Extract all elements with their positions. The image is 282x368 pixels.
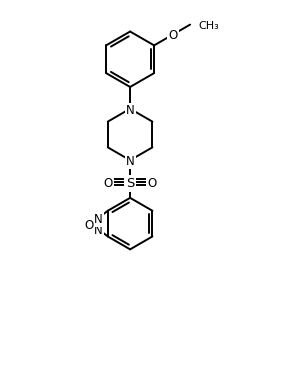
Text: N: N	[94, 224, 103, 237]
Text: N: N	[94, 213, 103, 226]
Text: O: O	[104, 177, 113, 190]
Text: O: O	[85, 219, 94, 231]
Text: CH₃: CH₃	[198, 21, 219, 31]
Text: O: O	[147, 177, 157, 190]
Text: N: N	[126, 104, 135, 117]
Text: O: O	[168, 29, 178, 42]
Text: S: S	[126, 177, 134, 190]
Text: N: N	[126, 155, 135, 168]
